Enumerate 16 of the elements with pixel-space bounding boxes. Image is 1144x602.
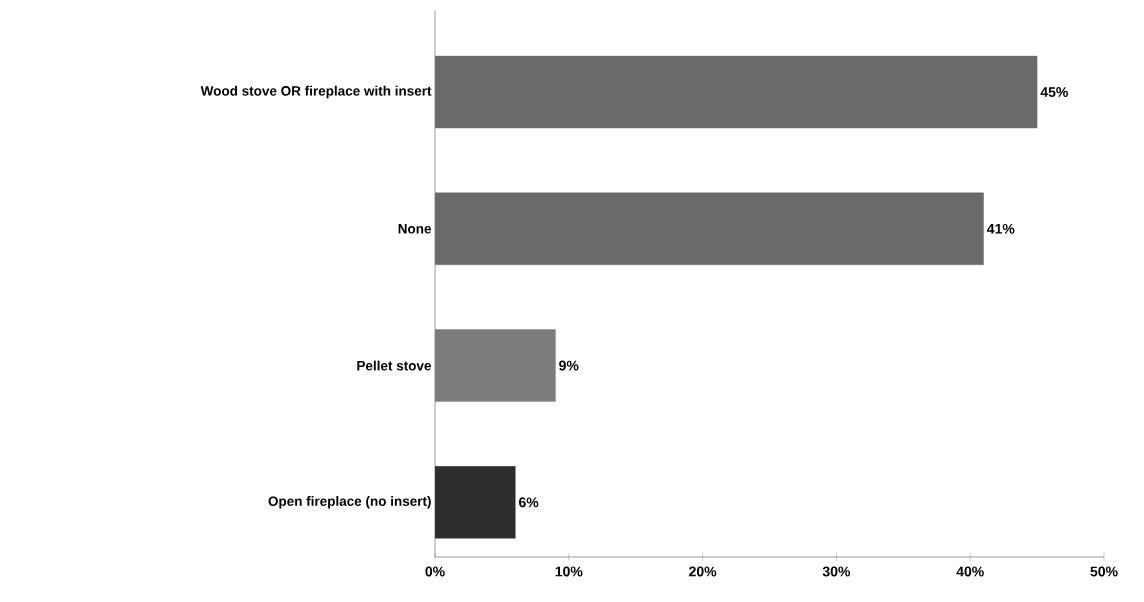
x-tick-label: 0% bbox=[425, 566, 445, 577]
y-tick-label: Wood stove OR fireplace with insert bbox=[200, 85, 432, 99]
x-tick-label: 40% bbox=[956, 566, 984, 577]
x-tick-label: 50% bbox=[1090, 566, 1118, 577]
data-label: 6% bbox=[519, 497, 539, 508]
data-label: 41% bbox=[987, 223, 1015, 234]
bar bbox=[435, 329, 556, 402]
x-tick-label: 20% bbox=[689, 566, 717, 577]
x-tick-label: 10% bbox=[555, 566, 583, 577]
x-tick-label: 30% bbox=[822, 566, 851, 577]
bar bbox=[435, 466, 516, 539]
y-tick-label: Pellet stove bbox=[357, 360, 432, 371]
data-label: 9% bbox=[559, 360, 579, 371]
data-label: 45% bbox=[1040, 87, 1068, 97]
y-tick-label: Open fireplace (no insert) bbox=[268, 496, 431, 509]
y-tick-label: None bbox=[398, 224, 432, 234]
